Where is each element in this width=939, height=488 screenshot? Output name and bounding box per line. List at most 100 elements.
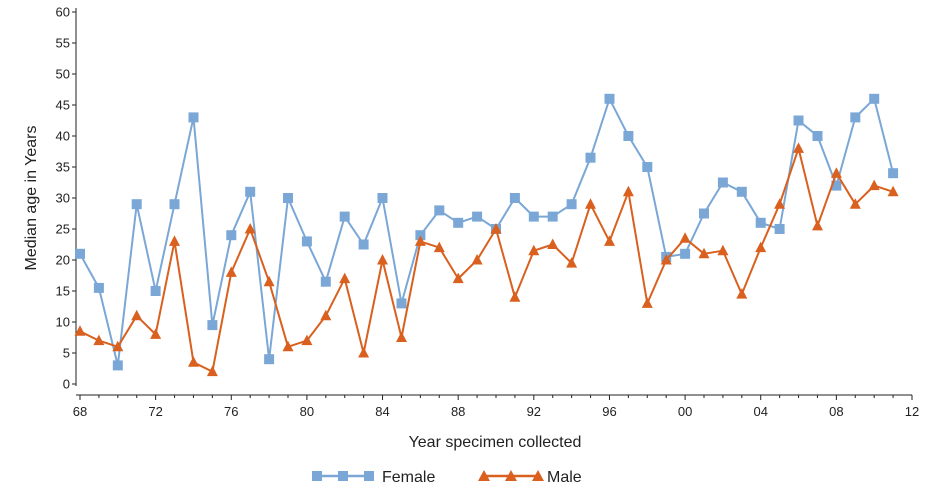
legend-female-label: Female — [382, 469, 435, 486]
y-tick-label: 0 — [63, 377, 70, 392]
legend-male-marker — [505, 470, 517, 481]
x-tick-label: 96 — [602, 404, 616, 419]
data-point-female — [831, 180, 842, 191]
data-point-male — [131, 309, 143, 321]
x-tick-label: 00 — [678, 404, 692, 419]
axes — [75, 8, 912, 396]
data-point-male — [641, 297, 653, 308]
data-point-female — [680, 248, 691, 259]
data-point-male — [471, 254, 483, 265]
series-line-male — [79, 147, 894, 373]
x-axis-title: Year specimen collected — [409, 434, 582, 451]
data-point-male — [660, 254, 672, 265]
data-point-male — [868, 179, 880, 191]
data-point-male — [225, 266, 237, 277]
legend-female-marker — [338, 471, 348, 481]
data-point-male — [717, 244, 729, 256]
data-point-male — [377, 254, 388, 265]
data-point-male — [547, 238, 559, 249]
data-point-female — [509, 193, 520, 203]
data-point-female — [207, 320, 218, 331]
legend-male-marker — [478, 470, 490, 481]
series-male — [74, 142, 899, 377]
data-point-female — [150, 286, 161, 296]
data-point-male — [604, 235, 615, 246]
legend-item-female: Female — [312, 469, 435, 486]
data-point-male — [112, 340, 124, 352]
y-tick-label: 25 — [56, 222, 70, 237]
data-point-male — [452, 272, 464, 284]
y-tick-label: 35 — [56, 160, 70, 175]
data-point-male — [849, 198, 861, 209]
data-point-female — [547, 211, 558, 222]
data-point-female — [528, 211, 539, 222]
x-tick-label: 12 — [905, 404, 919, 419]
data-point-male — [320, 309, 332, 321]
data-point-female — [283, 193, 293, 203]
data-point-female — [264, 354, 275, 365]
legend-item-male: Male — [478, 469, 582, 486]
data-point-female — [755, 217, 766, 228]
data-point-male — [774, 198, 786, 209]
data-point-female — [642, 162, 653, 172]
data-point-female — [415, 230, 426, 241]
data-point-female — [75, 248, 85, 259]
y-tick-label: 50 — [56, 67, 70, 82]
data-point-female — [850, 112, 861, 123]
data-point-male — [282, 340, 294, 352]
data-point-male — [74, 325, 86, 336]
data-point-female — [434, 205, 445, 216]
data-point-male — [358, 347, 370, 358]
data-point-female — [888, 168, 899, 179]
data-point-male — [188, 356, 199, 367]
data-point-female — [453, 217, 464, 228]
data-point-female — [131, 199, 142, 210]
data-point-female — [339, 211, 350, 222]
data-point-male — [830, 167, 842, 178]
legend-female-marker — [312, 471, 322, 481]
y-tick-label: 20 — [56, 253, 70, 268]
y-tick-label: 60 — [56, 5, 70, 20]
x-tick-label: 68 — [73, 404, 87, 419]
data-point-female — [377, 193, 388, 203]
data-point-female — [793, 115, 804, 126]
data-point-male — [263, 275, 275, 287]
x-axis-ticks: 68 72 76 80 84 88 92 96 00 04 08 12 — [73, 395, 919, 419]
x-tick-label: 88 — [451, 404, 465, 419]
data-point-male — [244, 223, 256, 234]
x-tick-label: 04 — [753, 404, 767, 419]
data-point-female — [358, 239, 369, 250]
data-point-male — [339, 272, 351, 284]
data-point-female — [717, 177, 728, 188]
series-line-female — [79, 97, 895, 367]
data-point-male — [301, 334, 313, 346]
y-tick-label: 45 — [56, 98, 70, 113]
data-point-male — [698, 247, 710, 259]
data-point-male — [93, 334, 105, 346]
legend: Female Male — [312, 469, 582, 486]
data-point-female — [774, 224, 785, 234]
data-point-female — [112, 360, 123, 371]
data-point-female — [226, 230, 237, 241]
data-point-male — [622, 185, 634, 197]
x-tick-label: 84 — [375, 404, 389, 419]
y-tick-label: 15 — [56, 284, 70, 299]
data-point-male — [509, 291, 521, 302]
data-point-male — [206, 365, 218, 377]
x-tick-label: 72 — [148, 404, 162, 419]
data-point-female — [472, 211, 483, 222]
data-point-male — [150, 328, 162, 339]
data-point-female — [301, 236, 312, 247]
data-point-male — [528, 244, 540, 256]
y-tick-label: 40 — [56, 129, 70, 144]
y-axis-ticks: 0 5 10 15 20 25 30 35 40 45 50 55 60 — [56, 5, 76, 392]
data-point-male — [490, 223, 502, 234]
x-tick-label: 80 — [300, 404, 314, 419]
data-point-male — [679, 232, 691, 243]
data-point-female — [169, 199, 180, 210]
data-point-female — [585, 152, 596, 163]
series-layer — [74, 93, 899, 377]
data-point-female — [869, 93, 880, 104]
legend-male-label: Male — [547, 469, 582, 486]
